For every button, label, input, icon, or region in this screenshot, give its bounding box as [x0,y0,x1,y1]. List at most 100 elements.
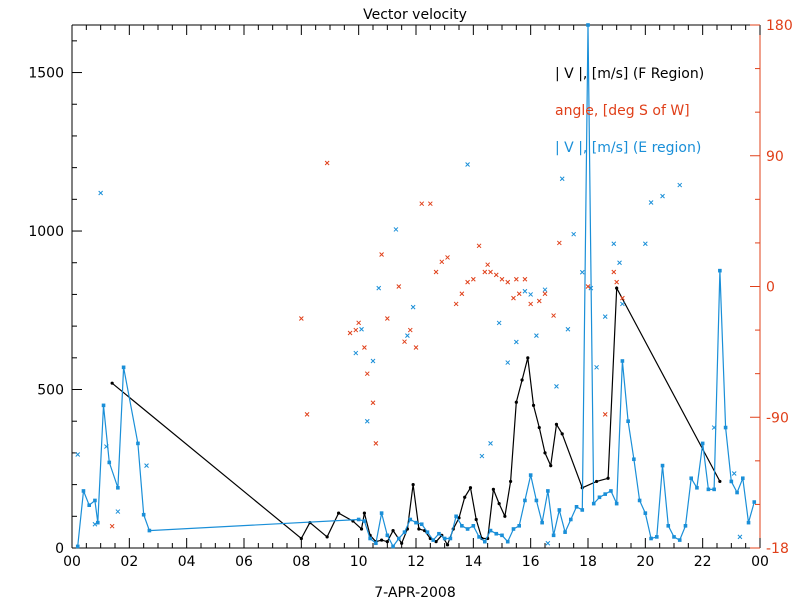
data-point [514,400,518,404]
data-point-cross [545,540,551,546]
x-tick-label: 02 [120,554,138,570]
data-point [528,473,533,477]
x-tick-label: 00 [63,554,81,570]
right-y-tick-label: 0 [766,280,775,296]
right-y-tick-label: -90 [766,410,789,426]
series-line [111,285,721,547]
data-point [385,533,390,538]
data-point [735,490,739,495]
data-point [741,476,745,481]
data-point-cross [614,279,620,285]
data-point [448,536,453,541]
x-tick-label: 18 [579,554,597,570]
data-point-cross [396,284,402,289]
data-point [121,365,126,370]
x-tick-label: 10 [350,554,368,570]
data-point-cross [660,193,665,199]
data-point-cross [362,345,367,350]
data-point [718,479,722,484]
data-point [580,508,585,512]
data-point-cross [542,291,548,297]
data-point [141,512,146,517]
data-point [609,489,613,493]
data-point [517,524,521,528]
series-line [77,24,755,548]
data-point-cross [413,345,419,350]
data-point [520,378,524,382]
data-point [729,479,734,484]
legend-entry: | V |, [m/s] (F Region) [555,66,704,82]
data-point-cross [347,330,353,336]
data-point [483,539,487,544]
data-point [488,528,493,533]
data-point [531,403,536,407]
data-point [477,535,481,539]
data-point-cross [528,292,534,297]
data-point-cross [439,259,445,265]
data-point-cross [384,316,390,321]
data-point [101,403,106,408]
axes-layer: 00 02 04 06 08 10 12 14 16 18 20 22 00050010001500-1… [28,18,792,570]
data-point-cross [620,295,625,301]
data-point [87,503,91,508]
data-point [752,500,757,504]
data-point [368,536,372,541]
data-point-cross [588,285,594,291]
x-tick-label: 06 [235,554,253,570]
data-point-cross [611,241,617,247]
data-point-cross [493,272,499,278]
data-point-cross [109,523,115,529]
data-point [586,23,590,27]
data-point-cross [98,190,104,196]
x-tick-label: 14 [464,554,482,570]
data-point-cross [115,509,121,514]
data-point-cross [402,339,407,345]
data-point [465,527,470,531]
data-point-cross [511,295,516,301]
data-point [380,538,384,542]
data-point-cross [419,201,425,207]
data-point [437,531,441,536]
data-point-cross [353,327,359,333]
data-point [597,495,602,500]
data-point-cross [551,313,556,318]
data-point [400,541,404,545]
data-point [96,520,100,525]
data-point-cross [427,201,433,207]
data-point-cross [542,287,548,293]
data-point [497,502,501,506]
data-point [643,511,648,515]
series-1 [75,23,757,549]
data-point-cross [677,182,683,188]
data-point [414,520,418,525]
data-point [468,486,473,490]
x-tick-label: 22 [694,554,712,570]
data-point-cross [445,255,450,260]
data-point-cross [737,534,743,540]
data-point-cross [359,326,364,332]
data-point [606,476,610,480]
data-point [523,498,527,503]
data-point-cross [499,276,505,282]
data-point [463,495,467,499]
data-point [494,531,499,536]
data-point-cross [620,301,625,307]
data-point [425,530,430,534]
data-point [549,463,553,468]
data-point-cross [559,176,565,182]
left-y-tick-label: 0 [55,541,64,557]
left-y-tick-label: 1000 [28,224,64,240]
data-point [511,527,516,531]
data-point-cross [731,471,737,476]
right-y-tick-label: 90 [766,149,784,165]
data-point [93,498,97,503]
data-point [534,498,539,503]
data-point-cross [459,291,465,297]
data-point [660,463,665,468]
data-point [695,485,699,490]
data-point [677,538,682,542]
data-point [325,535,329,539]
x-tick-label: 12 [407,554,425,570]
data-point-cross [585,284,591,289]
